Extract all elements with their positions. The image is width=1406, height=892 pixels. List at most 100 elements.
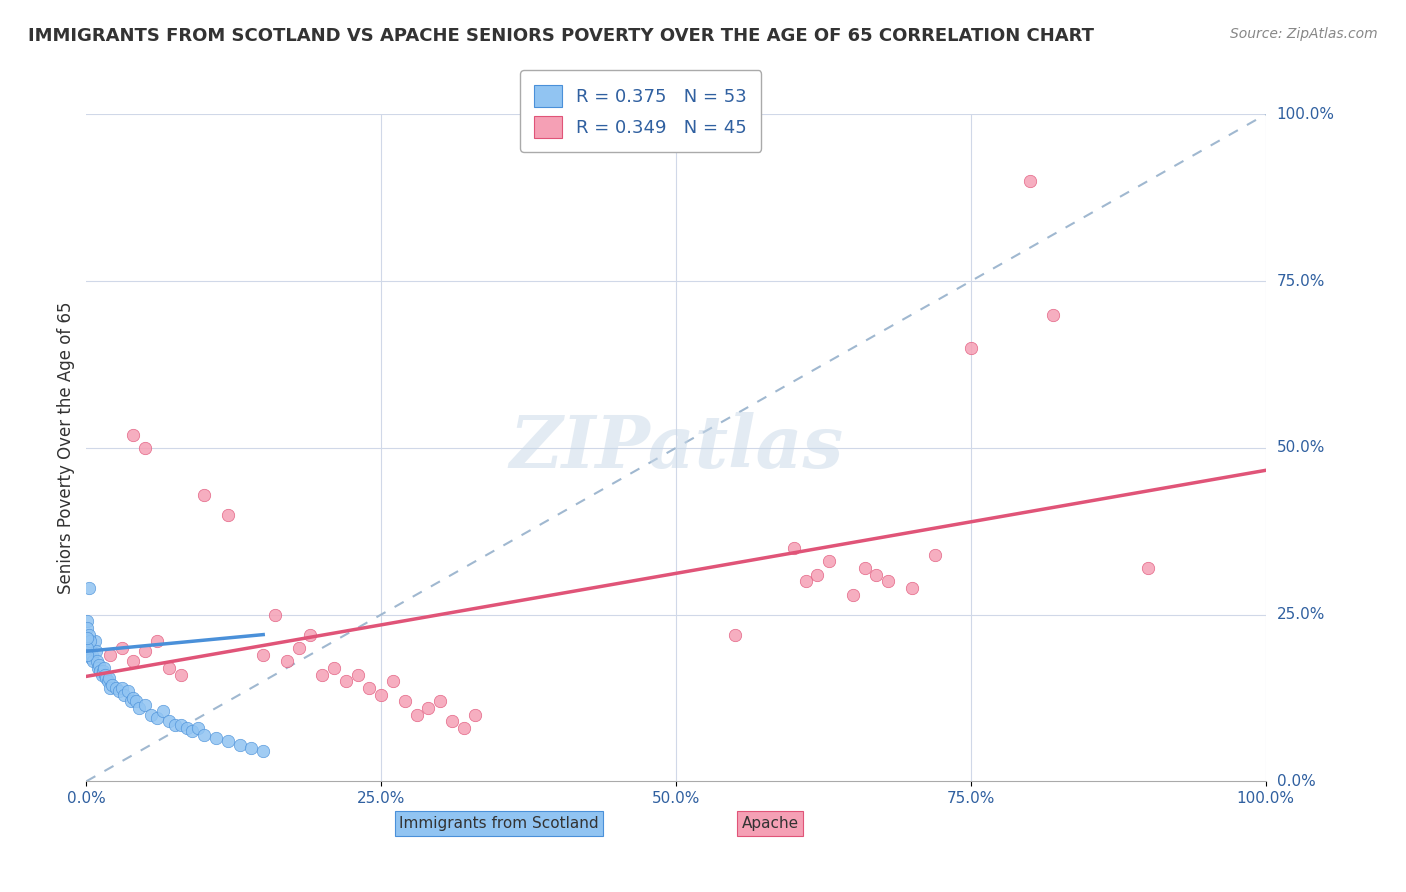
- Point: [122, 690, 145, 705]
- Point: [405, 707, 427, 722]
- Point: [76, 648, 98, 662]
- Point: [111, 640, 134, 655]
- Text: 25.0%: 25.0%: [1277, 607, 1324, 622]
- Point: [117, 684, 139, 698]
- Point: [311, 667, 333, 681]
- Point: [228, 738, 250, 752]
- Text: Source: ZipAtlas.com: Source: ZipAtlas.com: [1230, 27, 1378, 41]
- Point: [82, 654, 104, 668]
- Point: [1136, 561, 1159, 575]
- Point: [806, 567, 828, 582]
- Point: [91, 665, 114, 679]
- Point: [77, 627, 100, 641]
- Point: [959, 341, 981, 355]
- Point: [264, 607, 287, 622]
- Point: [101, 678, 124, 692]
- Point: [1042, 308, 1064, 322]
- Point: [169, 717, 191, 731]
- Point: [76, 621, 98, 635]
- Point: [181, 724, 204, 739]
- Point: [252, 648, 274, 662]
- Text: IMMIGRANTS FROM SCOTLAND VS APACHE SENIORS POVERTY OVER THE AGE OF 65 CORRELATIO: IMMIGRANTS FROM SCOTLAND VS APACHE SENIO…: [28, 27, 1094, 45]
- Point: [104, 681, 127, 695]
- Point: [877, 574, 900, 589]
- Point: [187, 721, 209, 735]
- Point: [96, 674, 118, 689]
- Point: [346, 667, 368, 681]
- Point: [169, 667, 191, 681]
- Point: [112, 688, 135, 702]
- Point: [157, 661, 180, 675]
- Point: [381, 674, 404, 689]
- Point: [794, 574, 817, 589]
- Point: [141, 707, 163, 722]
- Point: [76, 631, 98, 645]
- Point: [217, 508, 239, 522]
- Point: [79, 634, 101, 648]
- Point: [108, 684, 131, 698]
- Point: [335, 674, 357, 689]
- Point: [299, 627, 322, 641]
- Point: [98, 681, 121, 695]
- Point: [122, 654, 145, 668]
- Point: [111, 681, 134, 695]
- Point: [80, 651, 103, 665]
- Point: [394, 694, 416, 708]
- Point: [370, 688, 392, 702]
- Point: [440, 714, 463, 729]
- Point: [464, 707, 486, 722]
- Point: [163, 717, 186, 731]
- Point: [359, 681, 381, 695]
- Point: [93, 661, 115, 675]
- Point: [84, 644, 107, 658]
- Point: [193, 728, 215, 742]
- Point: [134, 644, 156, 658]
- Point: [453, 721, 475, 735]
- Point: [134, 698, 156, 712]
- Point: [77, 581, 100, 595]
- Point: [146, 711, 169, 725]
- Point: [146, 634, 169, 648]
- Point: [287, 640, 309, 655]
- Legend: R = 0.375   N = 53, R = 0.349   N = 45: R = 0.375 N = 53, R = 0.349 N = 45: [520, 70, 761, 153]
- Point: [86, 654, 108, 668]
- Point: [818, 554, 841, 568]
- Point: [924, 548, 946, 562]
- Point: [783, 541, 806, 555]
- Point: [418, 701, 440, 715]
- Point: [97, 671, 120, 685]
- Point: [853, 561, 876, 575]
- Text: 100.0%: 100.0%: [1277, 107, 1334, 122]
- Point: [901, 581, 924, 595]
- Point: [193, 487, 215, 501]
- Point: [125, 694, 148, 708]
- Text: Immigrants from Scotland: Immigrants from Scotland: [399, 816, 599, 831]
- Point: [120, 694, 142, 708]
- Point: [724, 627, 747, 641]
- Point: [83, 634, 105, 648]
- Point: [323, 661, 346, 675]
- Y-axis label: Seniors Poverty Over the Age of 65: Seniors Poverty Over the Age of 65: [58, 301, 75, 594]
- Point: [89, 665, 111, 679]
- Text: ZIPatlas: ZIPatlas: [509, 412, 844, 483]
- Point: [98, 648, 121, 662]
- Text: 0.0%: 0.0%: [1277, 774, 1316, 789]
- Point: [429, 694, 451, 708]
- Text: 75.0%: 75.0%: [1277, 274, 1324, 289]
- Text: 50.0%: 50.0%: [1277, 441, 1324, 456]
- Point: [1018, 174, 1040, 188]
- Point: [865, 567, 887, 582]
- Point: [842, 588, 865, 602]
- Point: [252, 744, 274, 758]
- Point: [122, 427, 145, 442]
- Point: [76, 614, 98, 628]
- Point: [134, 441, 156, 455]
- Point: [94, 667, 117, 681]
- Point: [128, 701, 150, 715]
- Point: [89, 657, 111, 672]
- Point: [96, 671, 118, 685]
- Point: [87, 661, 110, 675]
- Point: [152, 704, 174, 718]
- Text: Apache: Apache: [742, 816, 799, 831]
- Point: [157, 714, 180, 729]
